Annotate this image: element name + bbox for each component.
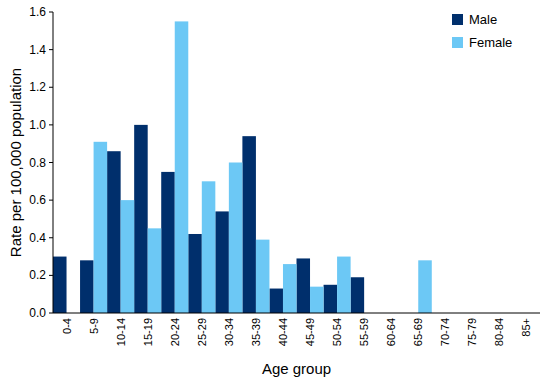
bar [94,142,108,313]
y-tick-label: 0.4 [29,231,46,245]
bar [215,211,229,313]
bars [53,21,432,313]
y-tick-label: 0.6 [29,193,46,207]
x-axis [53,313,540,314]
y-tick-label: 0.0 [29,306,46,320]
x-tick-label: 85+ [520,318,532,337]
x-tick-label: 75-79 [466,318,478,346]
bar [80,260,94,313]
y-tick [49,124,53,125]
x-tick-label: 35-39 [250,318,262,346]
bar [324,285,338,313]
y-tick [49,49,53,50]
legend-label: Female [469,35,512,50]
bar [107,151,121,313]
bar [297,258,311,313]
x-tick-label: 20-24 [169,318,181,346]
x-axis-label: Age group [262,360,331,377]
bar [418,260,432,313]
bar [256,240,270,313]
y-tick-label: 1.2 [29,80,46,94]
y-tick [49,237,53,238]
x-tick-label: 45-49 [304,318,316,346]
bar [188,234,202,313]
y-tick [49,200,53,201]
y-tick-label: 1.6 [29,5,46,19]
legend-swatch [452,37,463,48]
bar [229,163,243,314]
bar [337,257,351,313]
legend-label: Male [469,12,497,27]
x-tick-label: 65-69 [412,318,424,346]
y-tick [49,12,53,13]
legend-swatch [452,14,463,25]
x-tick-label: 5-9 [88,318,100,334]
y-tick-label: 0.2 [29,268,46,282]
x-tick-label: 50-54 [331,318,343,346]
x-tick-label: 80-84 [493,318,505,346]
bar [53,257,67,313]
y-tick-label: 1.0 [29,118,46,132]
bar [161,172,175,313]
bar [121,200,135,313]
x-tick-label: 30-34 [223,318,235,346]
bar [283,264,297,313]
bar [134,125,148,313]
y-tick [49,162,53,163]
bar [175,21,189,313]
x-tick-label: 15-19 [142,318,154,346]
x-tick-label: 10-14 [115,318,127,346]
y-axis-label: Rate per 100,000 population [7,68,24,257]
bar [148,228,162,313]
x-tick-label: 70-74 [439,318,451,346]
y-tick-label: 0.8 [29,156,46,170]
y-tick [49,275,53,276]
bar [269,289,283,313]
y-tick [49,313,53,314]
x-tick-label: 40-44 [277,318,289,346]
chart: 0.0 0.2 0.4 0.6 0.8 1.0 1.2 1.4 1.6 0-4 5-9 10-14 15… [0,0,545,384]
y-tick [49,87,53,88]
x-tick-label: 55-59 [358,318,370,346]
bar [202,181,216,313]
bar [310,287,324,313]
y-tick-label: 1.4 [29,43,46,57]
x-tick-label: 0-4 [61,318,73,334]
bar [242,136,256,313]
x-tick-label: 60-64 [385,318,397,346]
bar [351,277,365,313]
x-tick-label: 25-29 [196,318,208,346]
